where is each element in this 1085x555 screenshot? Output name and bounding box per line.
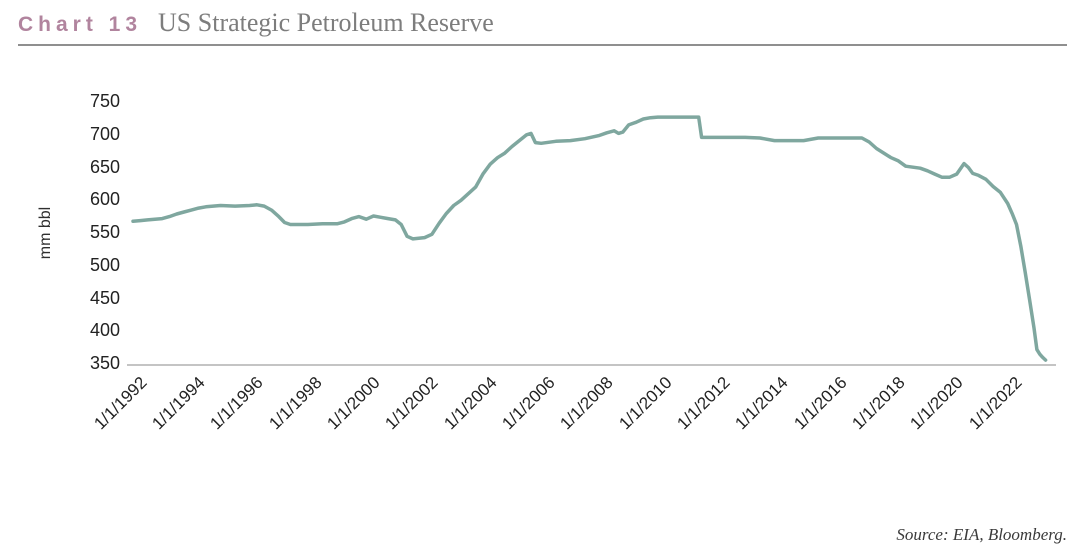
y-tick-label: 750	[89, 91, 120, 111]
chart-header: Chart 13 US Strategic Petroleum Reserve	[18, 8, 494, 38]
source-note: Source: EIA, Bloomberg.	[896, 525, 1067, 544]
header-divider	[18, 44, 1067, 46]
chart-number-label: Chart 13	[18, 13, 143, 36]
y-tick-label: 500	[89, 254, 120, 275]
y-tick-label: 350	[89, 353, 120, 373]
y-tick-label: 450	[89, 287, 120, 308]
spr-series-line	[131, 115, 1048, 362]
y-tick-label: 700	[89, 123, 120, 144]
chart-title: US Strategic Petroleum Reserve	[158, 8, 494, 37]
y-tick-label: 650	[89, 156, 120, 177]
y-tick-label: 400	[89, 320, 120, 341]
y-tick-label: 550	[89, 222, 120, 242]
y-tick-label: 600	[89, 189, 120, 210]
